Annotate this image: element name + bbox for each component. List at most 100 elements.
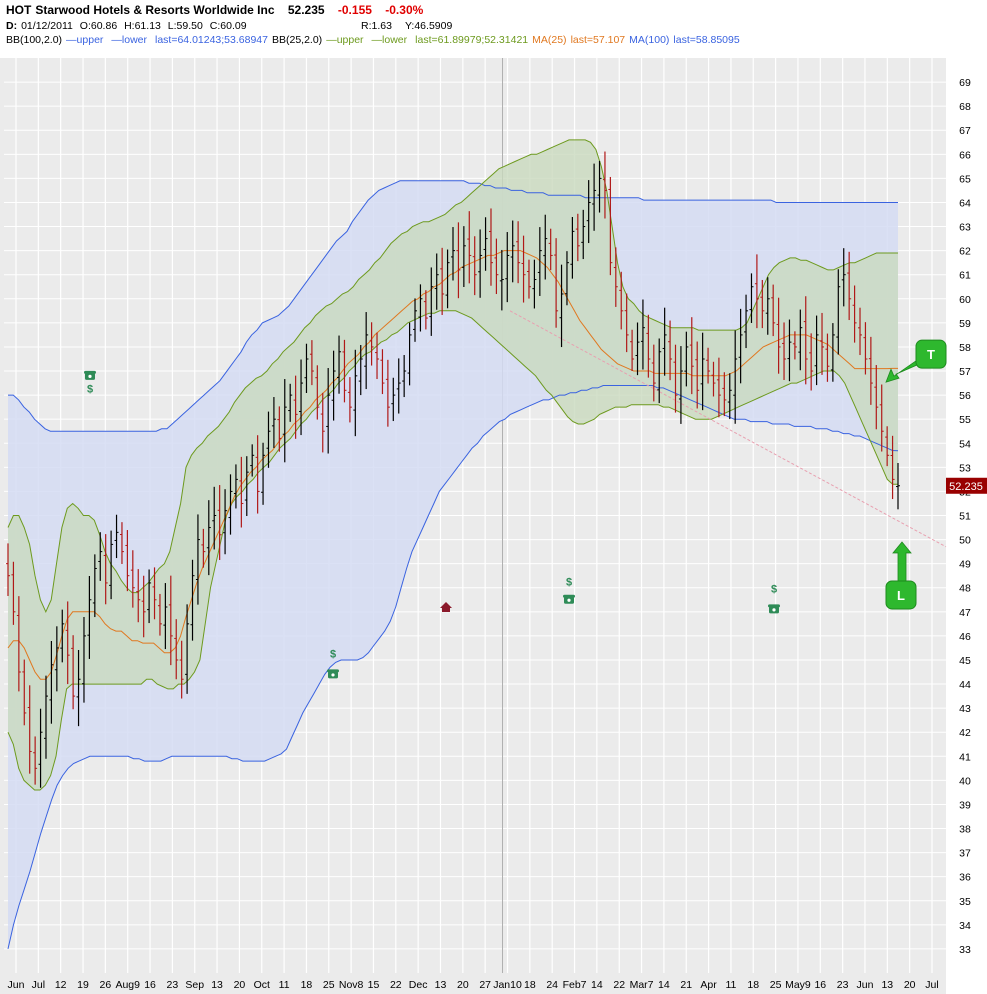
ohlc-bar bbox=[792, 331, 797, 360]
ohlc-bar bbox=[152, 567, 157, 620]
ohlc-bar bbox=[510, 220, 515, 283]
ohlc-bar bbox=[863, 322, 868, 375]
y-tick-label: 62 bbox=[959, 246, 971, 258]
x-tick-label: 27 bbox=[479, 979, 491, 991]
ohlc-bar bbox=[673, 344, 678, 413]
ohlc-bar bbox=[879, 384, 884, 452]
ohlc-bar bbox=[440, 247, 445, 315]
callout-box bbox=[885, 580, 917, 610]
ohlc-bar bbox=[722, 372, 727, 417]
ohlc-bar bbox=[255, 435, 260, 514]
ohlc-bar bbox=[6, 543, 10, 596]
chart-header: HOT Starwood Hotels & Resorts Worldwide I… bbox=[0, 0, 987, 58]
x-tick-label: Aug9 bbox=[115, 979, 140, 991]
y-tick-label: 49 bbox=[959, 559, 971, 571]
ohlc-bar bbox=[81, 616, 86, 703]
x-tick-label: 23 bbox=[167, 979, 179, 991]
ohlc-bar bbox=[624, 293, 629, 353]
x-tick-label: 22 bbox=[613, 979, 625, 991]
y-tick-label: 54 bbox=[959, 438, 971, 450]
ohlc-bar bbox=[868, 336, 873, 405]
last-price: 52.235 bbox=[287, 3, 325, 17]
ohlc-bar bbox=[309, 340, 314, 386]
x-tick-label: 14 bbox=[658, 979, 670, 991]
phone-dial bbox=[88, 374, 92, 378]
ohlc-bar bbox=[896, 462, 900, 510]
y-tick-label: 55 bbox=[959, 414, 971, 426]
ohlc-bar bbox=[185, 604, 190, 694]
price-tag-text: 52.235 bbox=[949, 481, 983, 493]
y-tick-label: 66 bbox=[959, 149, 971, 161]
ohlc-bar bbox=[483, 217, 488, 271]
x-tick-label: 18 bbox=[747, 979, 759, 991]
ohlc-bar bbox=[554, 238, 559, 328]
ohlc-bar bbox=[716, 357, 721, 418]
ohlc-bar bbox=[478, 229, 483, 298]
ohlc-bar bbox=[92, 554, 97, 618]
phone-handset bbox=[84, 370, 96, 374]
y-tick-label: 61 bbox=[959, 270, 971, 282]
ohlc-bar bbox=[16, 596, 21, 692]
ohlc-bar bbox=[22, 659, 27, 726]
bb25-upper-legend: —upper bbox=[326, 34, 364, 46]
ohlc-bar bbox=[640, 299, 645, 370]
x-tick-label: 16 bbox=[814, 979, 826, 991]
ohlc-bar bbox=[147, 569, 152, 624]
ohlc-bar bbox=[423, 290, 428, 330]
x-tick-label: Sep bbox=[185, 979, 204, 991]
ohlc-bar bbox=[847, 251, 852, 321]
ohlc-bar bbox=[825, 333, 830, 382]
ohlc-bar bbox=[570, 216, 575, 279]
ohlc-bar bbox=[581, 209, 586, 260]
ohlc-bar bbox=[613, 247, 618, 307]
x-tick-label: 13 bbox=[211, 979, 223, 991]
bb25-upper-text: upper bbox=[336, 34, 364, 46]
phone-dial bbox=[772, 608, 776, 612]
ohlc-bar bbox=[136, 569, 141, 623]
ohlc-bar bbox=[174, 619, 179, 680]
x-tick-label: Jul bbox=[32, 979, 45, 991]
ohlc-bar bbox=[168, 575, 173, 666]
ohlc-bar bbox=[157, 593, 162, 636]
x-tick-label: 15 bbox=[368, 979, 380, 991]
ohlc-bar bbox=[597, 160, 602, 213]
y-tick-label: 67 bbox=[959, 125, 971, 137]
ohlc-bar bbox=[385, 359, 390, 427]
x-tick-label: Jul bbox=[925, 979, 938, 991]
y-axis: 3334353637383940414243444546474849505152… bbox=[959, 77, 971, 956]
phone-dial bbox=[331, 673, 335, 677]
x-tick-label: 20 bbox=[234, 979, 246, 991]
ohlc-bar bbox=[619, 271, 624, 330]
ohlc-bar bbox=[119, 522, 124, 564]
ohlc-bar bbox=[885, 426, 890, 467]
ohlc-bar bbox=[678, 346, 683, 424]
ohlc-bar bbox=[662, 307, 667, 376]
price-chart[interactable]: 3334353637383940414243444546474849505152… bbox=[0, 58, 987, 994]
y-tick-label: 65 bbox=[959, 173, 971, 185]
ohlc-bar bbox=[266, 411, 271, 468]
x-tick-label: 16 bbox=[144, 979, 156, 991]
ohlc-bar bbox=[65, 601, 70, 685]
ohlc-bar bbox=[841, 248, 846, 307]
ohlc-bar bbox=[250, 444, 255, 477]
ohlc-bar bbox=[803, 296, 808, 385]
ohlc-bar bbox=[326, 368, 331, 454]
bb100-lower-line bbox=[7, 385, 899, 950]
ohlc-bar bbox=[271, 397, 276, 448]
indicator-legend-row: BB(100,2.0) —upper —lower last=64.01243;53.… bbox=[6, 34, 744, 46]
ohlc-bar bbox=[760, 279, 765, 329]
ohlc-bar bbox=[299, 359, 304, 436]
ohlc-bar bbox=[798, 309, 803, 371]
ohlc-bar bbox=[564, 251, 569, 306]
ohlc-bar bbox=[738, 308, 743, 384]
ohlc-bar bbox=[467, 211, 472, 284]
x-tick-label: 24 bbox=[546, 979, 558, 991]
ohlc-bar bbox=[890, 435, 895, 500]
ohlc-bar bbox=[852, 285, 857, 343]
ohlc-bar bbox=[125, 530, 130, 592]
dividend-dollar-icon: $ bbox=[330, 649, 336, 661]
bb100-lower-text: lower bbox=[121, 34, 147, 46]
t-callout: T bbox=[915, 339, 947, 369]
phone-handset bbox=[327, 669, 339, 673]
date-value: 01/12/2011 bbox=[21, 20, 73, 32]
